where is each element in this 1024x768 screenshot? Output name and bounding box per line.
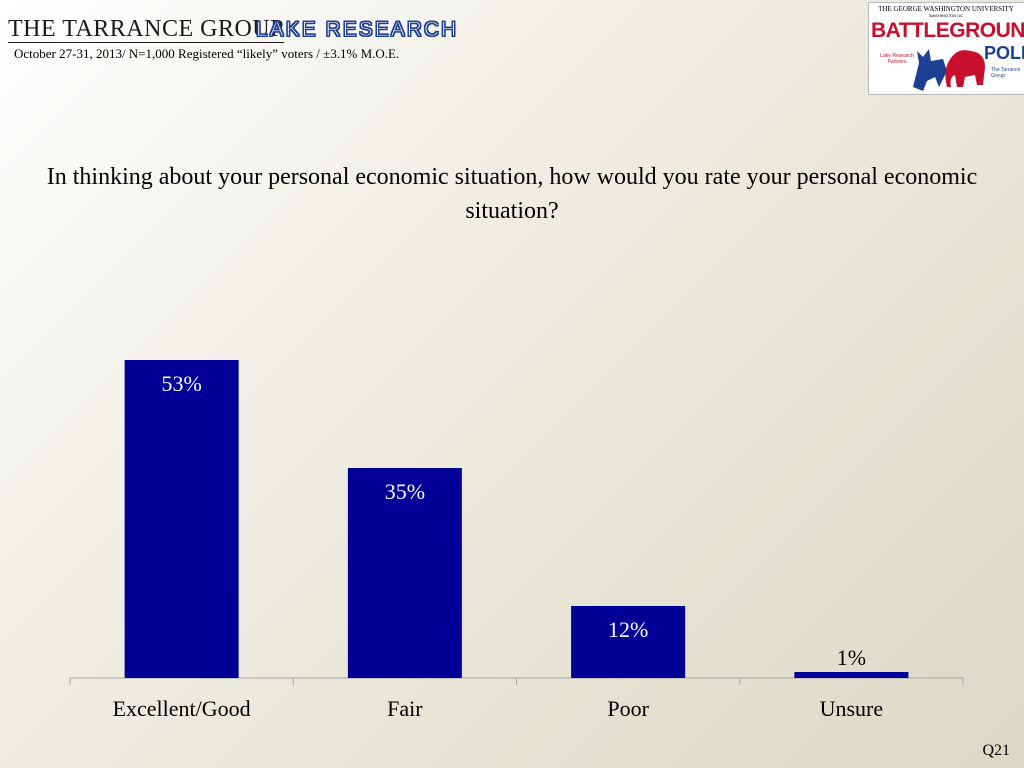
x-tick-label: Excellent/Good — [113, 696, 251, 721]
bar-value-label: 12% — [608, 617, 648, 642]
x-tick-label: Unsure — [820, 696, 884, 721]
chart-question: In thinking about your personal economic… — [46, 164, 978, 224]
battleground-poll-logo: THE GEORGE WASHINGTON UNIVERSITY WASHING… — [868, 2, 1024, 95]
logo-battleground: BATTLEGROUND — [871, 19, 1024, 42]
brand-tarrance: THE TARRANCE GROUP — [8, 16, 284, 43]
brand-lake-research: LAKE RESEARCH — [255, 18, 459, 42]
bar-value-label: 1% — [837, 645, 866, 670]
logo-partner-lake: Lake Research Partners — [880, 53, 914, 65]
bar-2 — [571, 606, 686, 678]
survey-subtitle: October 27-31, 2013/ N=1,000 Registered … — [14, 46, 400, 61]
logo-partner-tarrance: The Tarrance Group — [991, 67, 1021, 79]
bar-value-label: 53% — [161, 371, 201, 396]
logo-university: THE GEORGE WASHINGTON UNIVERSITY — [878, 5, 1014, 13]
logo-location: WASHINGTON DC — [928, 13, 964, 18]
donkey-elephant-icon — [913, 49, 985, 91]
bar-0 — [124, 360, 239, 678]
x-tick-label: Fair — [387, 696, 423, 721]
bar-1 — [347, 468, 462, 678]
x-tick-label: Poor — [607, 696, 649, 721]
bar-3 — [794, 672, 909, 678]
question-reference: Q21 — [982, 742, 1010, 759]
bar-value-label: 35% — [385, 479, 425, 504]
